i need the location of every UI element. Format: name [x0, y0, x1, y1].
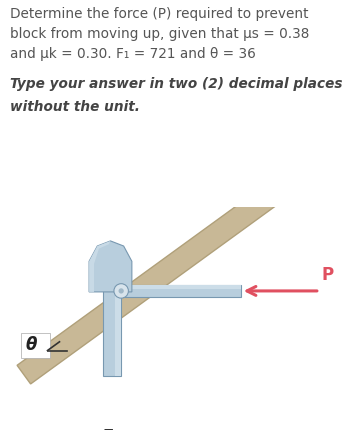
- Text: Determine the force (P) required to prevent: Determine the force (P) required to prev…: [10, 7, 308, 21]
- Text: F₁: F₁: [103, 427, 121, 430]
- FancyBboxPatch shape: [21, 334, 50, 358]
- Text: Type your answer in two (2) decimal places: Type your answer in two (2) decimal plac…: [10, 77, 343, 91]
- Polygon shape: [17, 182, 284, 384]
- Polygon shape: [89, 241, 132, 292]
- Polygon shape: [103, 287, 121, 376]
- Text: block from moving up, given that μs = 0.38: block from moving up, given that μs = 0.…: [10, 27, 309, 41]
- Polygon shape: [115, 287, 121, 376]
- Polygon shape: [120, 285, 241, 289]
- Polygon shape: [120, 285, 241, 298]
- Text: P: P: [321, 265, 334, 283]
- Text: without the unit.: without the unit.: [10, 100, 140, 114]
- Text: θ: θ: [26, 335, 37, 353]
- Polygon shape: [89, 241, 111, 292]
- Circle shape: [114, 284, 128, 298]
- Text: and μk = 0.30. F₁ = 721 and θ = 36: and μk = 0.30. F₁ = 721 and θ = 36: [10, 47, 256, 61]
- Circle shape: [119, 289, 124, 294]
